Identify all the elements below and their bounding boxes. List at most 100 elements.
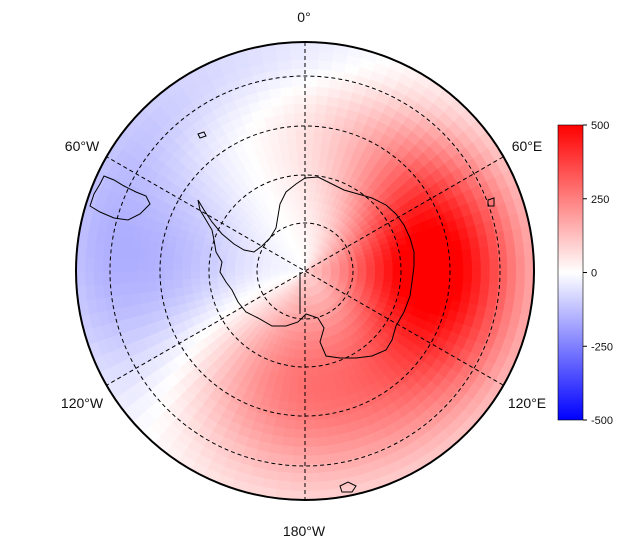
field-cell xyxy=(410,270,420,279)
field-cell xyxy=(348,267,359,272)
field-cell xyxy=(290,165,299,176)
field-cell xyxy=(304,420,316,430)
field-cell xyxy=(293,437,306,448)
field-cell xyxy=(304,402,315,413)
field-cell xyxy=(401,263,411,272)
colorbar-gradient xyxy=(557,124,584,421)
field-cell xyxy=(281,436,295,448)
field-cell xyxy=(287,138,298,150)
field-cell xyxy=(199,277,210,286)
field-cell xyxy=(128,270,139,283)
field-cell xyxy=(300,200,306,210)
field-cell xyxy=(318,480,335,492)
field-cell xyxy=(318,374,328,385)
latitude-circle-4 xyxy=(109,75,501,467)
field-cell xyxy=(304,332,310,342)
field-cell xyxy=(190,270,200,279)
field-cell xyxy=(84,270,95,286)
field-cell xyxy=(418,278,429,288)
field-cell xyxy=(515,270,526,286)
field-cell xyxy=(146,260,156,272)
field-cell xyxy=(234,270,244,276)
field-cell xyxy=(418,270,429,280)
field-cell xyxy=(515,256,526,272)
label-180w: 180°W xyxy=(283,523,326,539)
field-cell xyxy=(304,59,320,70)
field-cell xyxy=(280,148,291,160)
field-cell xyxy=(172,270,183,280)
field-cell xyxy=(453,249,464,262)
field-cell xyxy=(164,279,175,290)
field-cell xyxy=(304,384,314,395)
field-cell xyxy=(137,259,148,272)
field-cell xyxy=(304,112,316,122)
field-cell xyxy=(128,259,139,272)
field-cell xyxy=(374,260,385,267)
field-cell xyxy=(199,263,209,272)
field-cell xyxy=(287,392,298,404)
field-cell xyxy=(454,260,464,272)
south-america-coastline xyxy=(89,175,151,221)
field-cell xyxy=(514,284,526,301)
field-cell xyxy=(418,254,429,264)
field-cell xyxy=(93,283,105,299)
field-cell xyxy=(182,285,194,296)
field-cell xyxy=(295,129,306,140)
field-cell xyxy=(293,182,301,193)
field-cell xyxy=(304,94,317,105)
field-cell xyxy=(514,241,526,258)
field-cell xyxy=(84,241,96,258)
field-cell xyxy=(225,270,235,277)
field-cell xyxy=(304,147,314,158)
field-cell xyxy=(416,246,428,257)
field-cell xyxy=(436,261,447,272)
field-cell xyxy=(275,50,292,62)
field-cell xyxy=(172,262,183,272)
field-cell xyxy=(289,490,306,500)
field-cell xyxy=(294,191,301,202)
field-cell xyxy=(313,130,324,141)
field-cell xyxy=(128,281,140,295)
map-frame xyxy=(75,41,535,501)
field-cell xyxy=(319,382,330,394)
field-cell xyxy=(375,265,385,272)
field-cell xyxy=(383,264,394,272)
field-cell xyxy=(298,182,306,193)
field-cell xyxy=(314,419,327,430)
field-cell xyxy=(315,427,328,439)
field-cell xyxy=(93,270,104,286)
field-cell xyxy=(191,284,202,294)
field-cell xyxy=(304,376,313,386)
field-cell xyxy=(296,147,306,158)
field-cell xyxy=(304,42,321,52)
field-cell xyxy=(294,420,306,430)
field-cell xyxy=(383,259,394,267)
field-cell xyxy=(409,255,420,265)
field-cell xyxy=(311,366,320,377)
field-cell xyxy=(480,258,491,272)
field-cell xyxy=(281,94,295,106)
field-cell xyxy=(110,270,121,284)
field-cell xyxy=(315,436,329,448)
field-cell xyxy=(292,455,306,466)
field-cell xyxy=(461,281,473,294)
field-cell xyxy=(435,252,446,263)
label-60e: 60°E xyxy=(512,138,543,154)
field-cell xyxy=(296,393,306,404)
field-cell xyxy=(282,427,295,439)
field-cell xyxy=(462,259,473,272)
field-cell xyxy=(269,270,279,274)
field-cell xyxy=(312,384,322,395)
field-cell xyxy=(331,268,341,272)
field-cell xyxy=(119,270,130,284)
field-cell xyxy=(225,275,236,282)
field-cell xyxy=(312,392,323,404)
field-cell xyxy=(488,245,499,260)
colorbar-tick-label: 500 xyxy=(591,120,609,132)
label-120w: 120°W xyxy=(61,395,104,411)
island-a xyxy=(339,481,357,493)
field-cell xyxy=(146,280,157,293)
field-cell xyxy=(181,254,192,264)
field-cell xyxy=(410,263,420,272)
